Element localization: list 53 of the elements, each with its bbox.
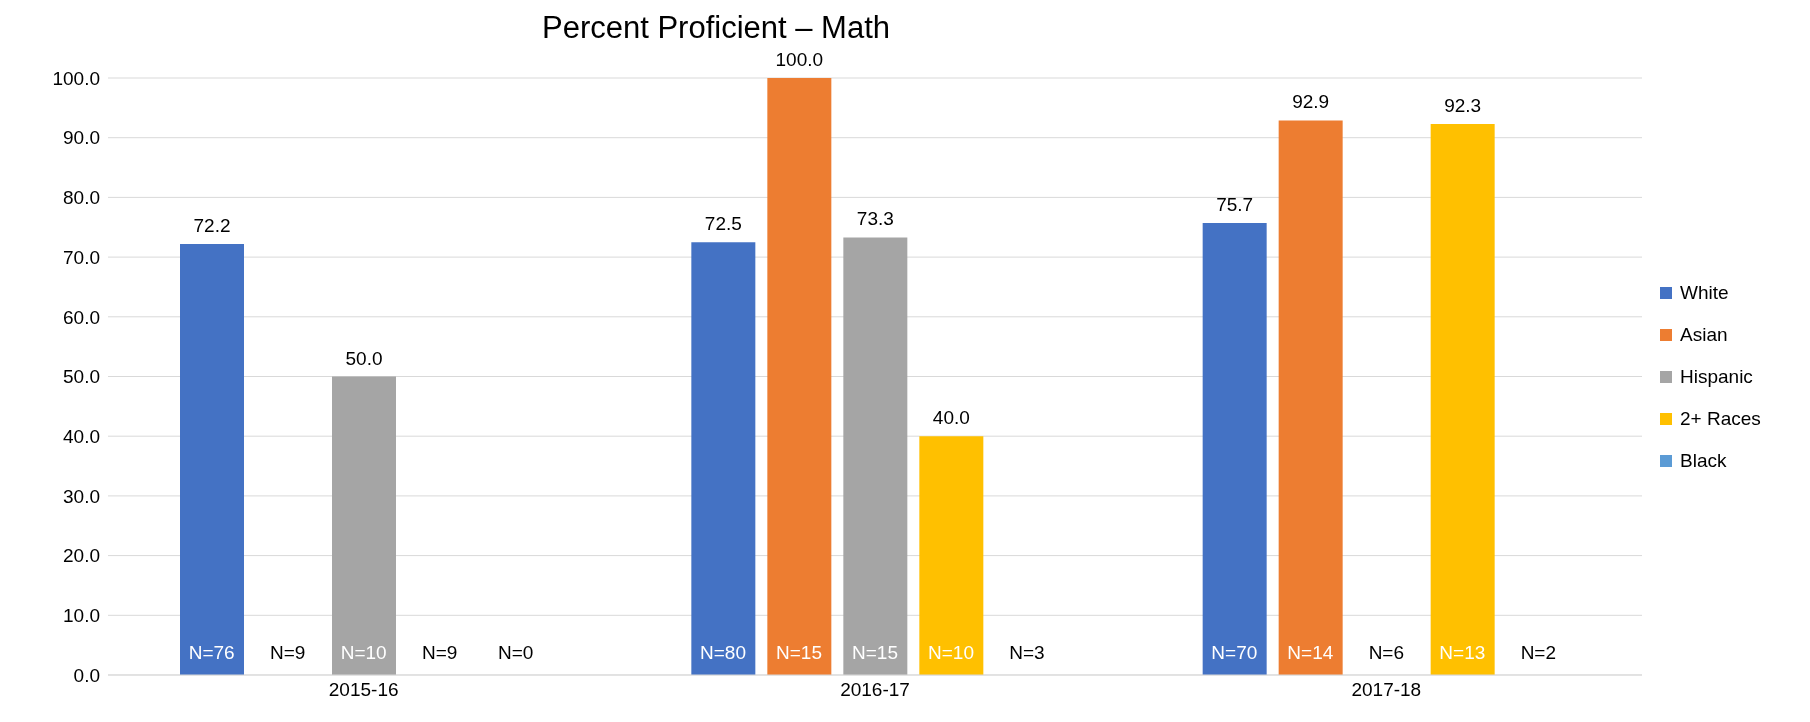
- data-label: 73.3: [856, 208, 894, 230]
- bar: [332, 376, 396, 675]
- bar: [1430, 123, 1495, 675]
- legend-label: Asian: [1680, 323, 1728, 346]
- annotation: N=13: [1439, 642, 1486, 663]
- bar: [1202, 223, 1267, 675]
- data-label: 50.0: [345, 347, 383, 369]
- y-tick-label: 60.0: [63, 306, 100, 328]
- y-tick-label: 20.0: [63, 545, 100, 567]
- bar: [767, 78, 832, 675]
- annotation: N=14: [1287, 642, 1334, 663]
- bar: [1278, 120, 1343, 675]
- data-label: 40.0: [932, 407, 970, 429]
- x-tick-label: 2016-17: [840, 679, 910, 701]
- chart-title: Percent Proficient – Math: [540, 10, 892, 46]
- data-label: 75.7: [1216, 194, 1254, 216]
- annotation: N=15: [776, 642, 822, 663]
- annotation: N=80: [700, 642, 746, 663]
- annotation: N=76: [188, 642, 235, 663]
- y-tick-label: 40.0: [63, 425, 100, 447]
- data-label: 92.9: [1292, 91, 1330, 113]
- y-tick-label: 90.0: [63, 127, 100, 149]
- y-tick-label: 70.0: [63, 246, 100, 268]
- legend-label: Black: [1680, 449, 1727, 472]
- data-label: 92.3: [1444, 94, 1482, 116]
- annotation: N=70: [1211, 642, 1258, 663]
- bar: [919, 436, 984, 675]
- annotation: N=9: [421, 642, 458, 663]
- annotation: N=15: [852, 642, 898, 663]
- annotation: N=10: [928, 642, 974, 663]
- x-tick-label: 2017-18: [1351, 679, 1422, 701]
- annotation: N=6: [1368, 642, 1405, 663]
- bar: [843, 237, 908, 675]
- data-label: 72.2: [193, 214, 231, 236]
- annotation: N=9: [269, 642, 306, 663]
- bar: [691, 242, 756, 675]
- x-tick-label: 2015-16: [328, 679, 399, 701]
- bar: [180, 243, 244, 675]
- legend-label: White: [1680, 281, 1729, 304]
- y-tick-label: 50.0: [63, 366, 100, 388]
- annotation: N=0: [497, 642, 534, 663]
- annotation: N=2: [1520, 642, 1557, 663]
- y-tick-label: 0.0: [73, 664, 100, 686]
- annotation: N=10: [340, 642, 387, 663]
- y-tick-label: 100.0: [52, 67, 100, 89]
- legend-label: Hispanic: [1680, 365, 1753, 388]
- annotation: N=3: [1009, 642, 1045, 663]
- data-label: 100.0: [775, 49, 824, 70]
- y-tick-label: 80.0: [63, 187, 100, 209]
- legend-label: 2+ Races: [1680, 407, 1761, 430]
- y-tick-label: 10.0: [63, 605, 100, 627]
- data-label: 72.5: [704, 213, 742, 235]
- y-tick-label: 30.0: [63, 485, 100, 507]
